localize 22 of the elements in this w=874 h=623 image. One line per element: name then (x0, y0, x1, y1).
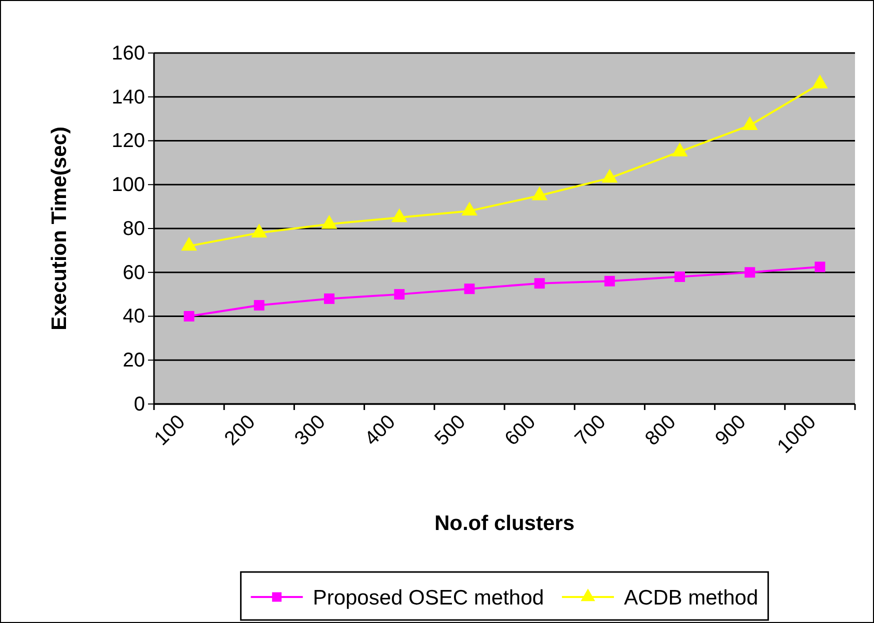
y-tick-label: 20 (122, 350, 145, 372)
x-tick-label: 700 (570, 410, 610, 450)
x-tick-label: 800 (641, 410, 680, 450)
y-tick-label: 160 (112, 42, 145, 64)
x-tick-label: 300 (290, 410, 330, 450)
y-axis-title: Execution Time(sec) (48, 126, 71, 330)
y-tick-label: 60 (122, 262, 145, 284)
y-tick-label: 120 (112, 130, 145, 152)
x-tick-label: 200 (220, 410, 260, 450)
x-tick-label: 100 (150, 410, 190, 450)
legend-label: ACDB method (624, 586, 758, 610)
y-tick-label: 40 (122, 306, 145, 328)
legend-label: Proposed OSEC method (312, 586, 544, 610)
y-tick-label: 140 (112, 86, 145, 108)
x-tick-label: 900 (711, 410, 750, 450)
y-tick-label: 100 (112, 174, 145, 196)
x-axis-title: No.of clusters (434, 512, 575, 535)
x-tick-label: 500 (430, 410, 470, 450)
x-tick-label: 600 (500, 410, 540, 450)
y-tick-label: 0 (134, 393, 145, 416)
x-tick-label: 400 (360, 410, 400, 450)
y-tick-label: 80 (122, 218, 145, 240)
